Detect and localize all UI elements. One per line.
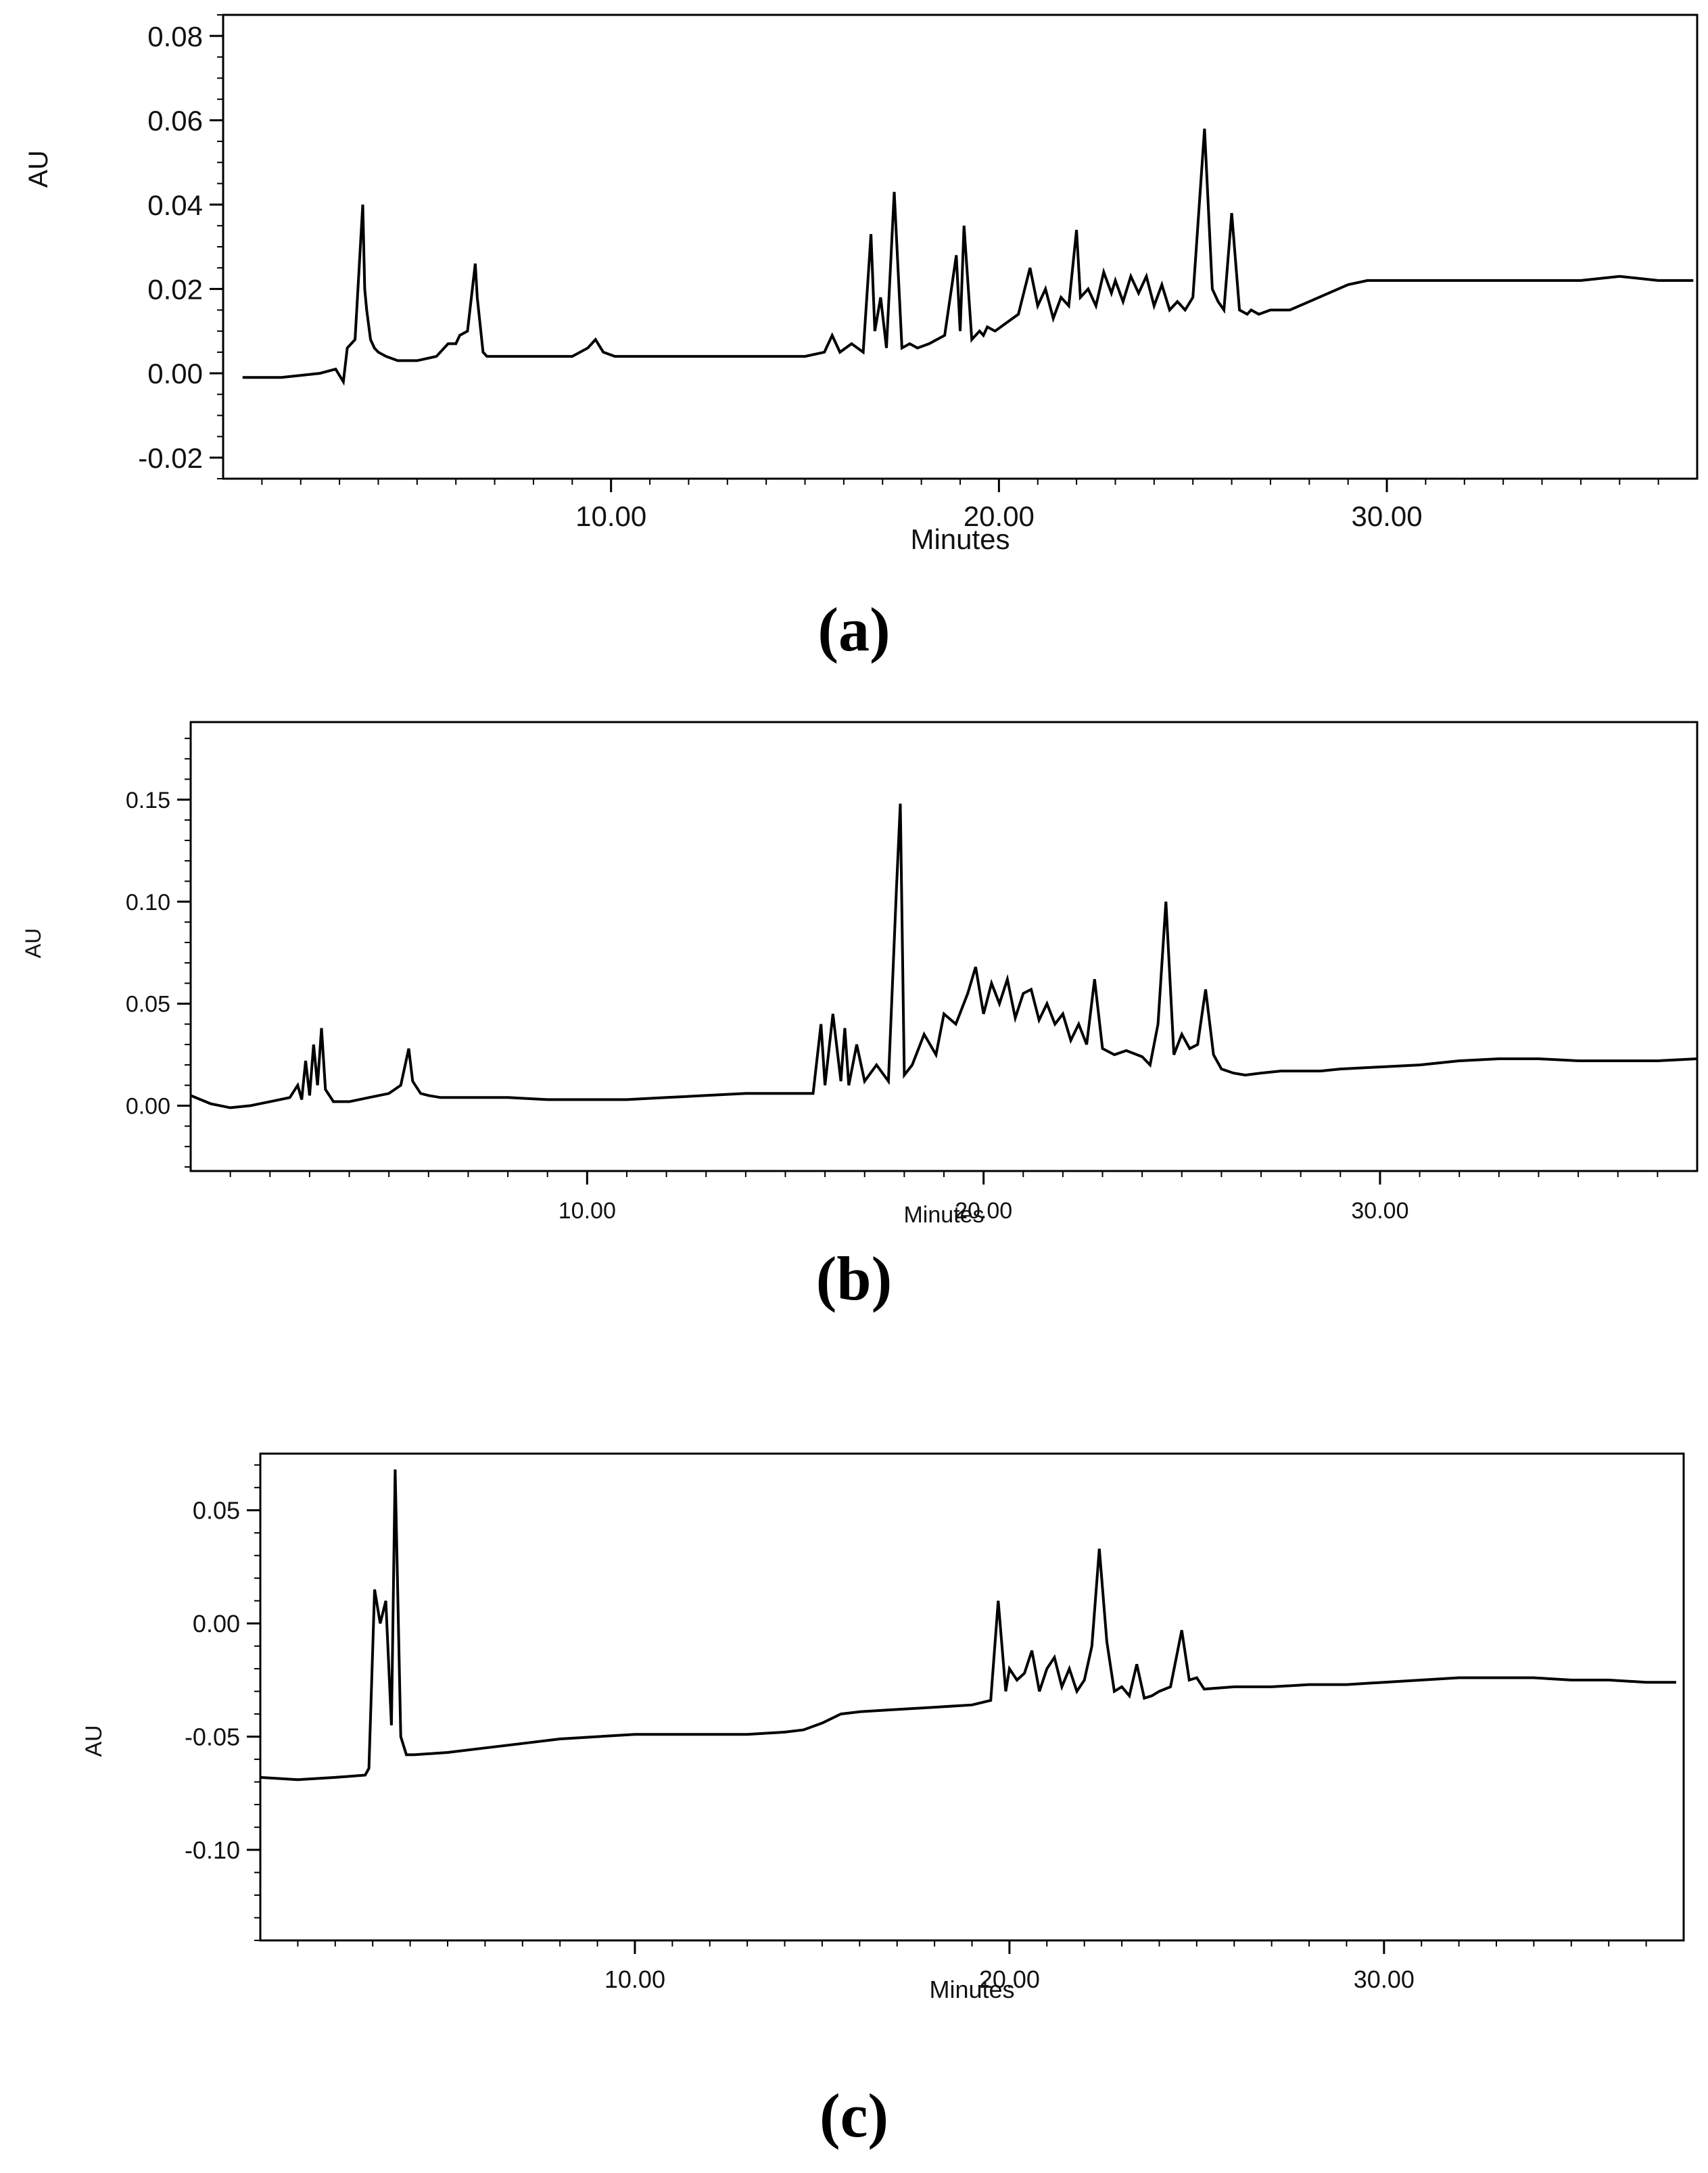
y-tick-label: -0.05 [185, 1723, 240, 1751]
y-tick-label: 0.04 [147, 189, 203, 221]
y-tick-label: -0.02 [138, 442, 203, 474]
panel-label: (b) [816, 1244, 892, 1313]
x-tick-label: 30.00 [1354, 1965, 1415, 1993]
y-tick-label: 0.05 [193, 1497, 240, 1525]
chromatogram-panel-2: 0.15 0.10 0.05 0.00 10.00 20.00 30.00 Minutes AU… [21, 721, 1699, 1313]
x-tick-label: 10.00 [604, 1965, 665, 1993]
y-tick-label: 0.06 [147, 105, 203, 137]
y-tick-label: 0.00 [193, 1610, 240, 1638]
y-minor-ticks [254, 1464, 260, 1941]
y-minor-ticks [185, 738, 191, 1168]
x-tick-label: 10.00 [559, 1198, 616, 1224]
x-tick-label: 20.00 [979, 1965, 1040, 1993]
y-tick-label: 0.15 [126, 788, 170, 813]
y-tick-label: 0.02 [147, 273, 203, 305]
panel-label: (a) [817, 595, 890, 664]
y-tick-label: 0.00 [147, 358, 203, 389]
x-axis-label: Minutes [929, 1976, 1014, 2003]
x-minor-ticks [261, 479, 1659, 485]
y-tick-label: -0.10 [185, 1836, 240, 1864]
y-tick-label: 0.00 [126, 1094, 170, 1120]
x-axis-label: Minutes [910, 523, 1010, 555]
chromatogram-trace [190, 803, 1698, 1109]
chromatogram-panel-1: 0.08 0.06 0.04 0.02 0.00 -0.02 10.00 20.00 30.00… [24, 14, 1699, 664]
chromatogram-trace [260, 1469, 1676, 1782]
chromatogram-trace [242, 128, 1694, 386]
y-tick-label: 0.10 [126, 890, 170, 915]
plot-frame [259, 1452, 1685, 1942]
y-tick-label: 0.05 [126, 992, 170, 1018]
x-minor-ticks [297, 1940, 1647, 1947]
plot-frame [222, 14, 1699, 480]
y-tick-label: 0.08 [147, 20, 203, 52]
y-axis-label: AU [81, 1725, 107, 1757]
chromatogram-panel-3: 0.05 0.00 -0.05 -0.10 10.00 20.00 30.00 Minutes… [81, 1452, 1685, 2150]
x-tick-label: 10.00 [575, 500, 646, 532]
x-axis-label: Minutes [903, 1202, 984, 1228]
x-tick-label: 30.00 [1351, 500, 1422, 532]
x-tick-label: 30.00 [1351, 1198, 1408, 1224]
panel-label: (c) [820, 2081, 888, 2150]
x-tick-label: 20.00 [955, 1198, 1012, 1224]
x-tick-label: 20.00 [964, 500, 1035, 532]
y-axis-label: AU [24, 150, 53, 188]
y-axis-label: AU [21, 928, 45, 958]
plot-frame [189, 721, 1699, 1172]
